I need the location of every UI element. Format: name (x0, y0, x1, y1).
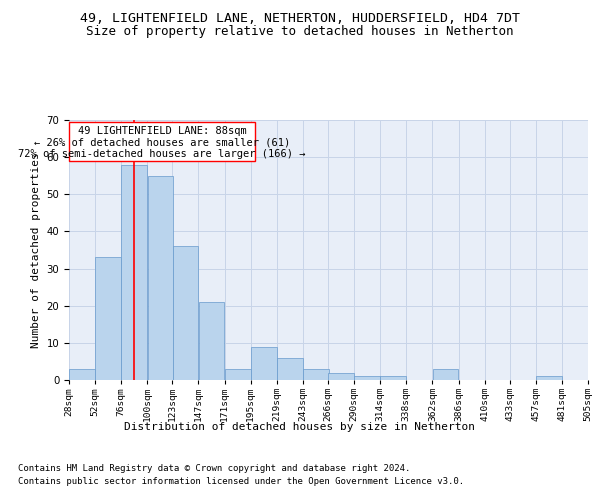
Bar (121, 164, 147, 380)
Bar (433, 369, 458, 380)
Bar (303, 369, 329, 380)
FancyBboxPatch shape (69, 122, 255, 161)
Bar (173, 246, 199, 380)
Bar (199, 302, 224, 380)
Text: 72% of semi-detached houses are larger (166) →: 72% of semi-detached houses are larger (… (18, 148, 306, 158)
Bar (251, 346, 277, 380)
Bar (225, 369, 251, 380)
Text: Distribution of detached houses by size in Netherton: Distribution of detached houses by size … (125, 422, 476, 432)
Text: 49 LIGHTENFIELD LANE: 88sqm: 49 LIGHTENFIELD LANE: 88sqm (77, 126, 247, 136)
Y-axis label: Number of detached properties: Number of detached properties (31, 152, 41, 348)
Bar (354, 376, 380, 380)
Bar (148, 176, 173, 380)
Text: 49, LIGHTENFIELD LANE, NETHERTON, HUDDERSFIELD, HD4 7DT: 49, LIGHTENFIELD LANE, NETHERTON, HUDDER… (80, 12, 520, 26)
Bar (380, 376, 406, 380)
Bar (69, 369, 95, 380)
Text: Contains public sector information licensed under the Open Government Licence v3: Contains public sector information licen… (18, 478, 464, 486)
Text: ← 26% of detached houses are smaller (61): ← 26% of detached houses are smaller (61… (34, 138, 290, 147)
Text: Size of property relative to detached houses in Netherton: Size of property relative to detached ho… (86, 25, 514, 38)
Bar (95, 258, 121, 380)
Bar (277, 358, 303, 380)
Text: Contains HM Land Registry data © Crown copyright and database right 2024.: Contains HM Land Registry data © Crown c… (18, 464, 410, 473)
Bar (328, 372, 354, 380)
Bar (536, 376, 562, 380)
